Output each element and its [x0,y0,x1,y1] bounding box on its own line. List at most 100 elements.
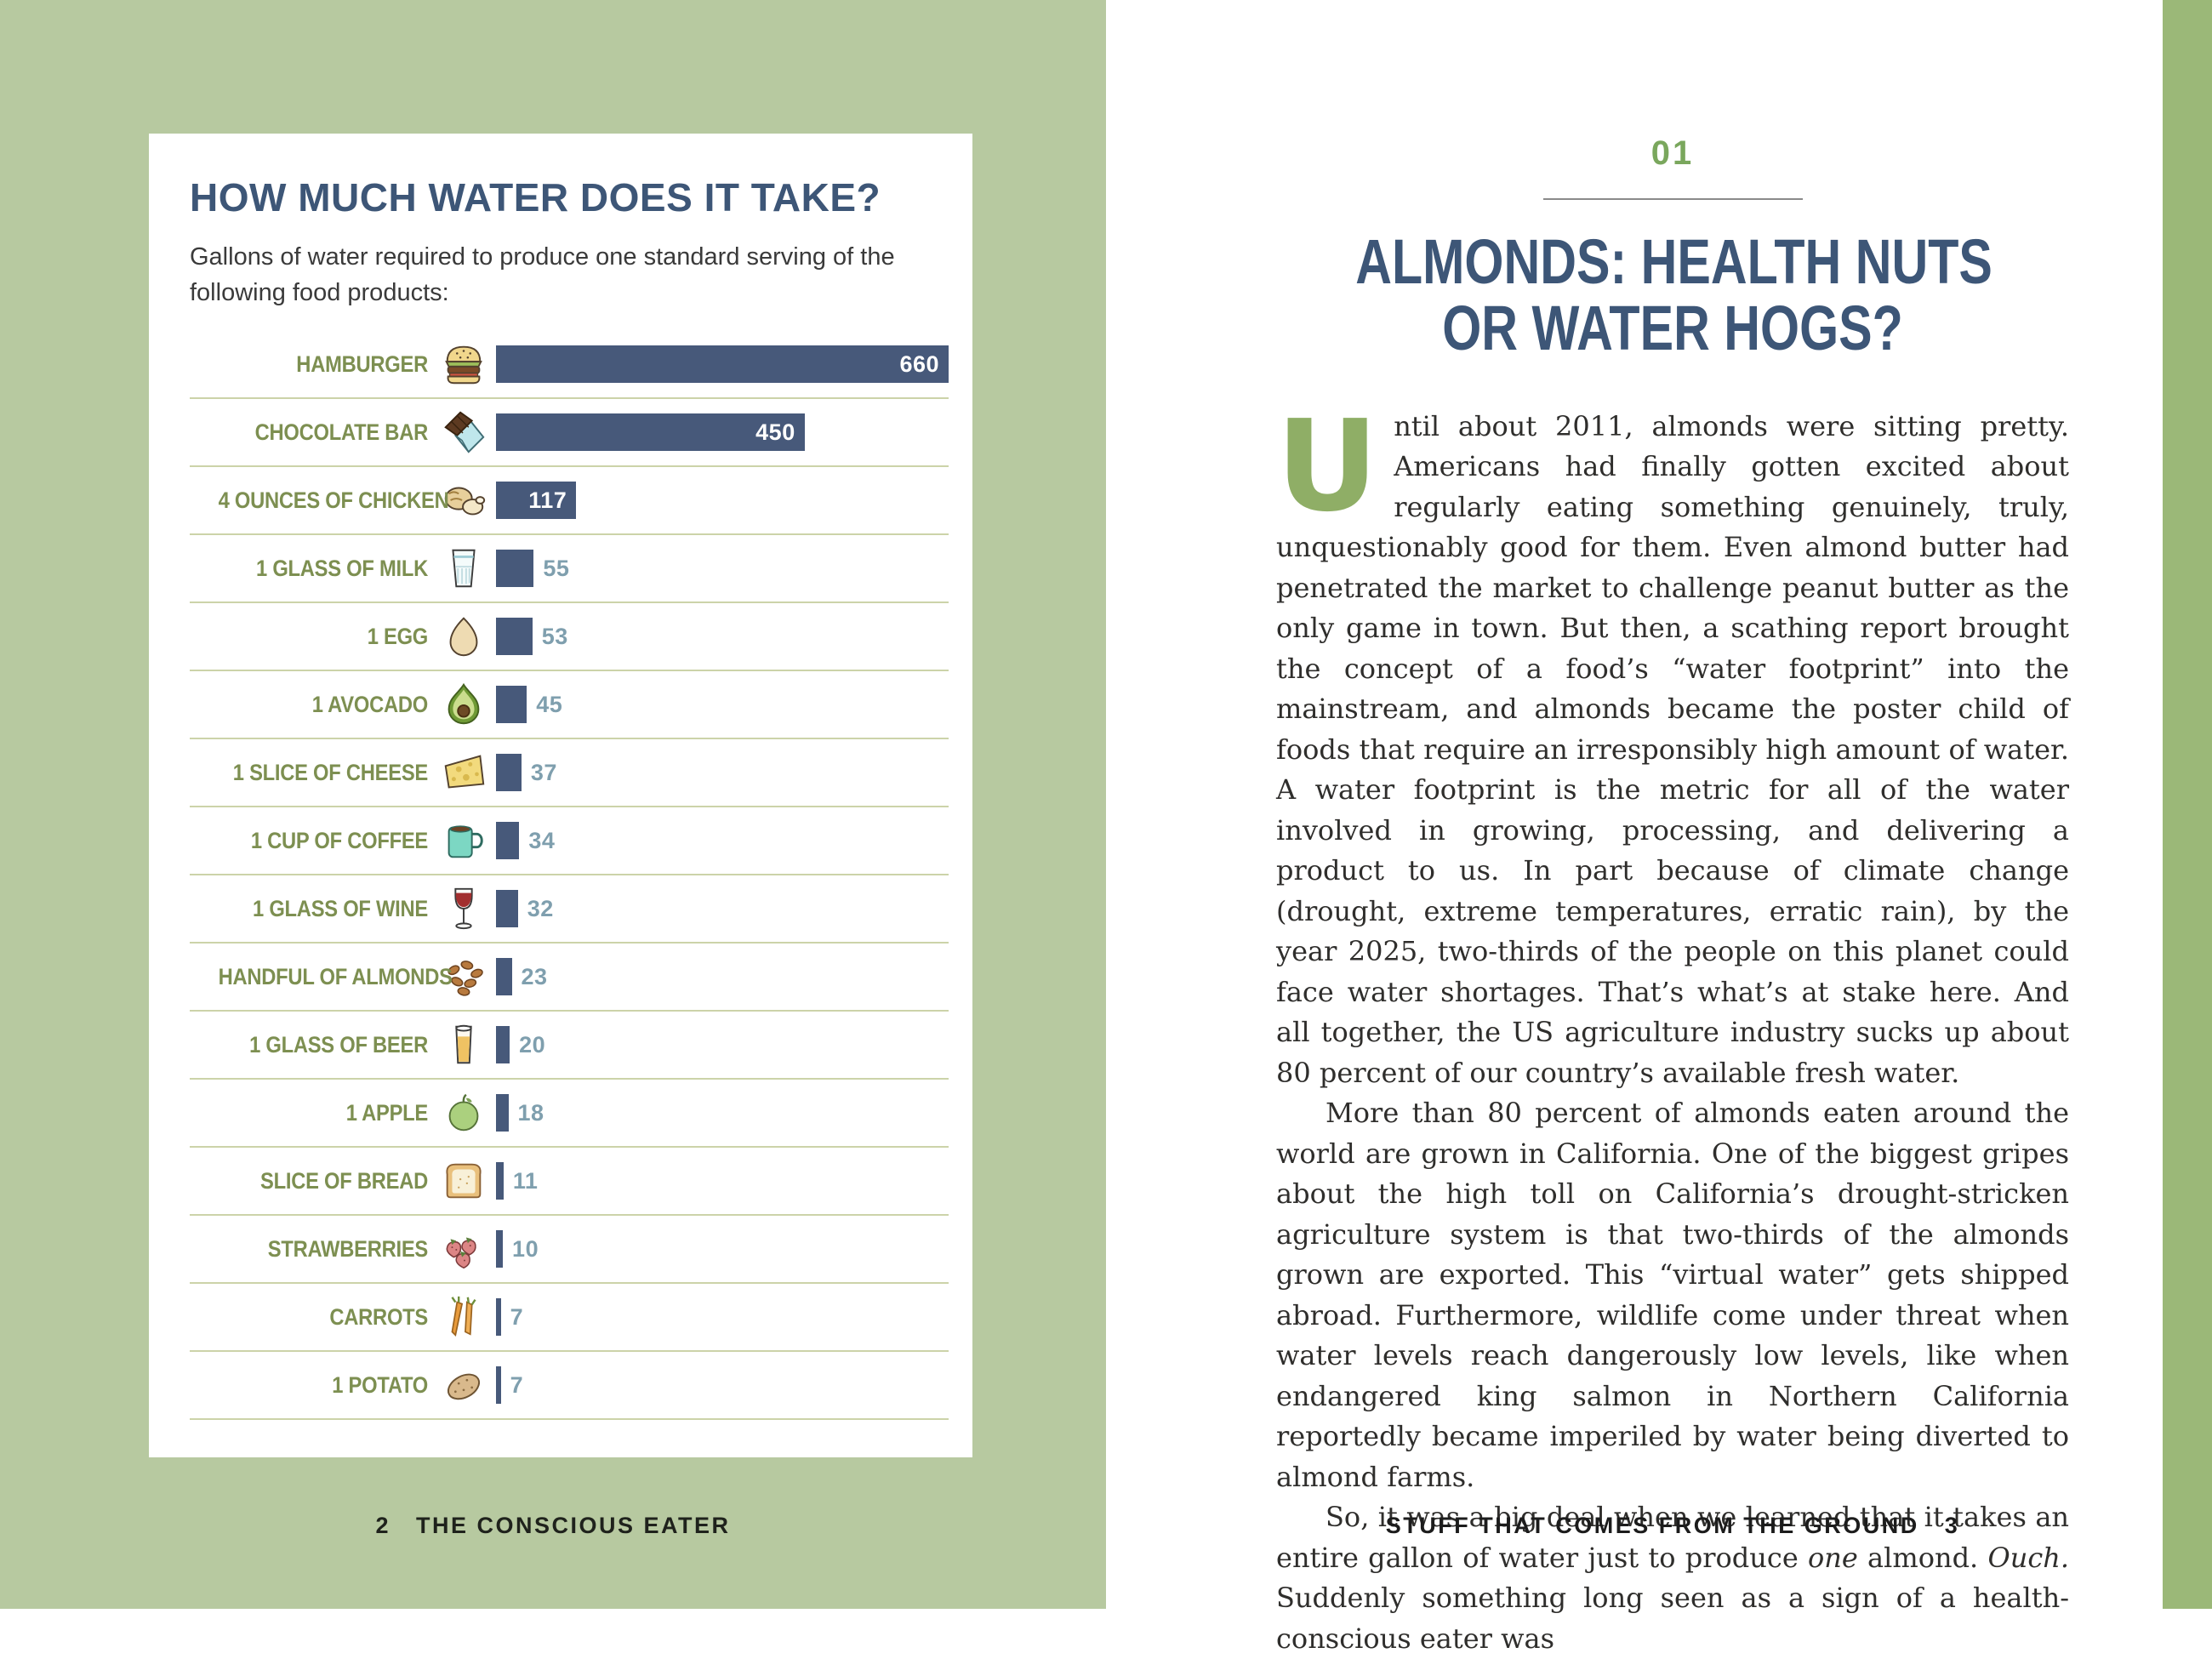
apple-icon [436,1086,491,1139]
chapter-number: 01 [1650,134,1695,172]
bar-value-outside: 11 [512,1167,539,1194]
chart-row: CHOCOLATE BAR 450 [190,399,949,468]
chart-row: 1 EGG 53 [190,603,949,672]
chart-row: HANDFUL OF ALMONDS 23 [190,944,949,1012]
potato-icon [436,1359,491,1411]
page-edge-band [2163,0,2212,1609]
bar-track: 55 [496,550,949,588]
bar-track: 45 [496,686,949,724]
bar-value-outside: 10 [512,1235,539,1262]
egg-icon [436,610,491,663]
bar-track: 450 [496,413,949,452]
bar-fill [496,958,512,996]
left-page-number: 2 [375,1513,391,1538]
text-run: So, it was a big deal when we learned th… [1276,1501,2069,1574]
bar-fill [496,550,534,588]
chart-row: 1 GLASS OF MILK 55 [190,535,949,604]
left-page: HOW MUCH WATER DOES IT TAKE? Gallons of … [0,0,1106,1609]
chart-row: HAMBURGER 660 [190,331,949,400]
right-page-number: 3 [1944,1513,1960,1538]
bar-value-outside: 23 [521,963,548,989]
chart-row: 1 POTATO 7 [190,1352,949,1421]
wine-glass-icon [436,882,491,935]
chart-row: 1 AVOCADO 45 [190,671,949,740]
bar-track: 7 [496,1298,949,1337]
chart-row: STRAWBERRIES 10 [190,1216,949,1285]
bar-fill [496,618,533,656]
bar-fill [496,1298,501,1337]
bar-fill [496,1094,509,1132]
food-label: HAMBURGER [296,351,428,377]
chapter-divider-rule [1542,198,1803,200]
bar-value-outside: 32 [527,895,554,921]
chapter-title-line-2: OR WATER HOGS? [1442,293,1903,364]
bar-track: 11 [496,1162,949,1200]
bar-value-outside: 7 [510,1303,524,1330]
avocado-icon [436,678,491,731]
food-label: 1 APPLE [345,1099,429,1126]
food-label: 1 EGG [367,623,429,649]
bar-fill [496,686,527,724]
water-chart-card: HOW MUCH WATER DOES IT TAKE? Gallons of … [149,134,972,1457]
italic-text: one [1808,1541,1858,1574]
bar-fill [496,1026,510,1064]
bar-value-outside: 20 [519,1031,546,1058]
bar-track: 53 [496,618,949,656]
bar-fill [496,1366,501,1405]
chart-title: HOW MUCH WATER DOES IT TAKE? [190,175,881,219]
hamburger-icon [436,338,491,391]
food-label: 1 GLASS OF WINE [253,895,428,921]
bar-track: 32 [496,890,949,928]
coffee-mug-icon [436,814,491,867]
bar-value-inside: 117 [528,487,567,513]
chart-row: 4 OUNCES OF CHICKEN 117 [190,467,949,536]
left-page-footer: 2 THE CONSCIOUS EATER [0,1513,1106,1539]
chart-row: 1 APPLE 18 [190,1080,949,1149]
food-label: CHOCOLATE BAR [254,419,429,445]
chicken-icon [436,474,491,527]
bar-value-outside: 34 [528,827,556,853]
food-label: 1 GLASS OF BEER [249,1031,428,1058]
chapter-title: ALMONDS: HEALTH NUTS OR WATER HOGS? [1276,226,2069,364]
milk-glass-icon [436,542,491,595]
chart-row: 1 GLASS OF BEER 20 [190,1012,949,1080]
bar-track: 117 [496,482,949,520]
bar-fill [496,754,522,792]
food-label: 1 AVOCADO [311,691,429,717]
chart-subtitle: Gallons of water required to produce one… [190,243,895,307]
chart-row: SLICE OF BREAD 11 [190,1148,949,1217]
chapter-column: 01 ALMONDS: HEALTH NUTS OR WATER HOGS? U… [1276,0,2069,1659]
food-label: CARROTS [329,1303,428,1330]
bar-track: 37 [496,754,949,792]
text-run: Suddenly something long seen as a sign o… [1276,1582,2069,1655]
bar-value-outside: 7 [510,1371,524,1398]
bar-track: 20 [496,1026,949,1064]
food-label: HANDFUL OF ALMONDS [218,963,453,989]
bar-value-outside: 55 [543,555,570,581]
food-label: 1 CUP OF COFFEE [250,827,428,853]
bar-track: 7 [496,1366,949,1405]
water-chart-rows: HAMBURGER 660 CHOCOLATE BAR 450 4 OUNCES… [190,331,949,1421]
bread-icon [436,1154,491,1207]
bar-fill [496,1162,504,1200]
bar-value-outside: 53 [541,623,568,649]
bar-track: 18 [496,1094,949,1132]
bar-fill: 450 [496,413,805,452]
food-label: 1 GLASS OF MILK [256,555,428,581]
bar-fill [496,822,520,860]
bar-value-inside: 450 [755,419,795,445]
section-title: STUFF THAT COMES FROM THE GROUND [1385,1513,1919,1538]
bar-track: 660 [496,345,949,384]
almonds-icon [436,950,491,1003]
chapter-title-line-1: ALMONDS: HEALTH NUTS [1355,226,1993,297]
cheese-icon [436,746,491,799]
italic-text: Ouch. [1987,1541,2070,1574]
text-run: almond. [1857,1541,1988,1574]
bar-value-outside: 37 [530,759,557,785]
drop-cap: U [1276,392,1379,539]
bar-fill: 660 [496,345,949,384]
food-label: STRAWBERRIES [267,1235,429,1262]
